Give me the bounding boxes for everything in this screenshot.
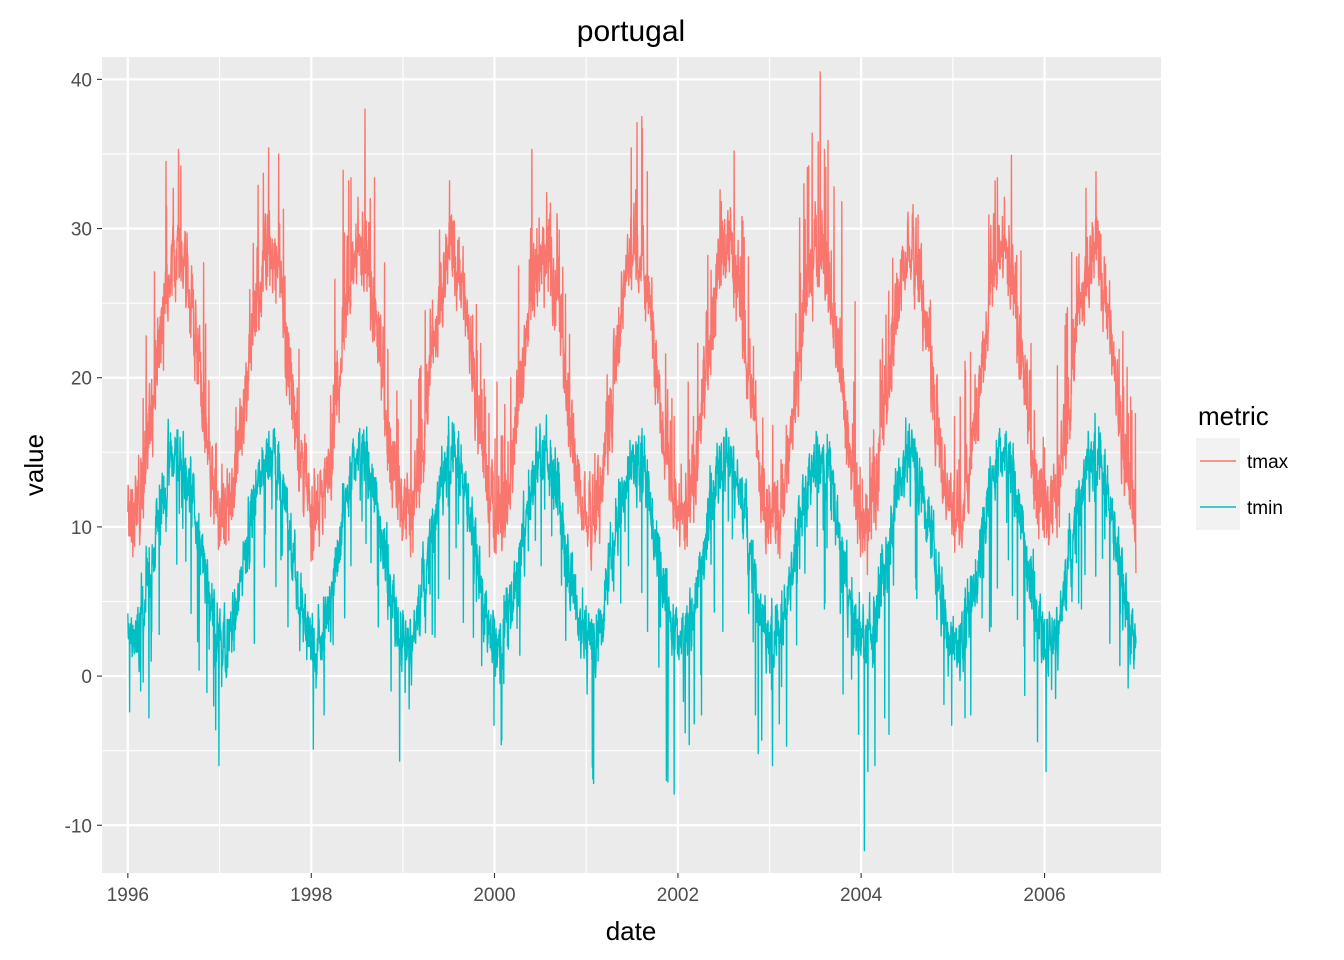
legend-label: tmax — [1247, 452, 1289, 473]
x-tick-label: 2000 — [473, 885, 515, 906]
x-tick-label: 2006 — [1023, 885, 1065, 906]
y-tick-label: 30 — [71, 220, 92, 241]
legend-label: tmin — [1247, 498, 1283, 519]
x-tick-label: 1998 — [290, 885, 332, 906]
x-tick-label: 2002 — [657, 885, 699, 906]
x-tick-label: 2004 — [840, 885, 883, 906]
legend-items: tmax tmin — [1196, 438, 1289, 530]
y-tick-label: -10 — [65, 816, 92, 837]
legend: metric tmax tmin — [1196, 401, 1289, 530]
legend-item-tmax: tmax — [1196, 438, 1289, 484]
y-tick-label: 10 — [71, 518, 92, 539]
y-tick-label: 20 — [71, 369, 92, 390]
x-axis: 1996 1998 2000 2002 2004 2006 — [107, 873, 1066, 906]
series-line-tmin — [127, 412, 1137, 852]
series-layer — [127, 71, 1137, 852]
y-tick-label: 0 — [81, 667, 92, 688]
series-line-tmax — [127, 71, 1137, 576]
legend-title: metric — [1198, 401, 1269, 431]
y-axis-title: value — [19, 434, 49, 496]
y-axis: -10 0 10 20 30 40 — [65, 70, 102, 837]
chart-title: portugal — [577, 15, 685, 48]
y-tick-label: 40 — [71, 70, 92, 91]
legend-item-tmin: tmin — [1196, 484, 1283, 530]
x-tick-label: 1996 — [107, 885, 149, 906]
x-axis-title: date — [606, 916, 657, 946]
